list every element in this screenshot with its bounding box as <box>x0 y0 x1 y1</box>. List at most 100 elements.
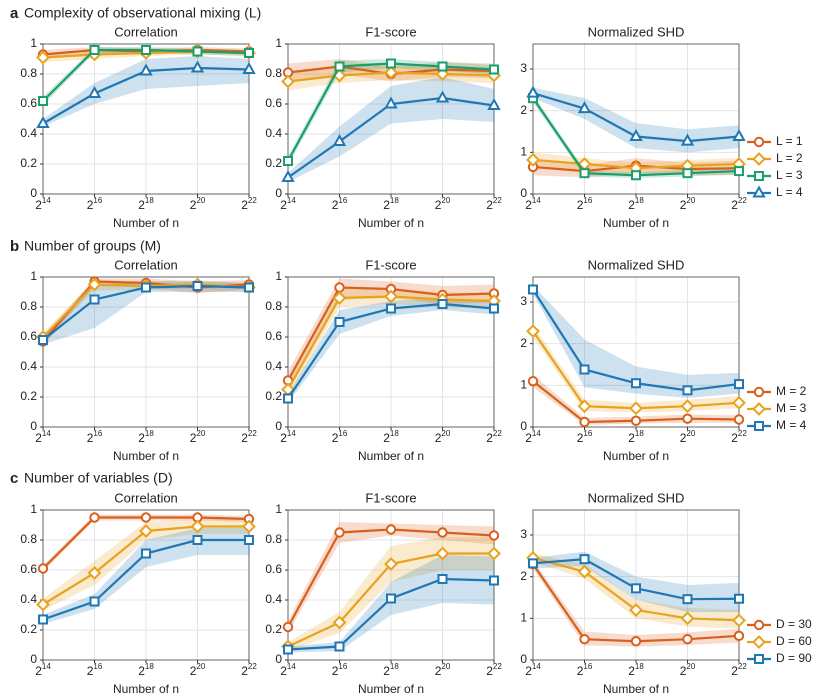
plot-frame <box>532 276 740 428</box>
legend-label: M = 3 <box>776 401 807 415</box>
x-axis-label: Number of n <box>358 682 424 696</box>
marker <box>192 281 203 291</box>
marker <box>384 557 398 571</box>
legend-label: D = 90 <box>776 651 812 665</box>
x-tick-label: 214 <box>525 662 541 678</box>
marker <box>682 413 693 424</box>
marker <box>437 574 448 584</box>
x-tick-label: 220 <box>680 662 696 678</box>
y-tick-label: 1 <box>520 378 527 392</box>
marker <box>89 294 100 305</box>
marker <box>281 169 295 182</box>
marker <box>733 630 745 642</box>
marker <box>437 527 448 538</box>
confidence-band <box>288 278 494 390</box>
x-axis-label: Number of n <box>603 682 669 696</box>
marker <box>332 291 347 305</box>
y-tick-label: 1 <box>30 36 37 50</box>
y-tick-label: 0.2 <box>20 156 37 170</box>
x-tick-label: 222 <box>486 662 502 678</box>
x-tick-label: 216 <box>332 196 348 212</box>
marker <box>283 393 293 404</box>
x-tick-label: 214 <box>525 429 541 445</box>
marker <box>577 564 592 579</box>
marker <box>752 402 766 416</box>
chart-title: F1-score <box>365 490 416 505</box>
x-tick-label: 218 <box>138 662 154 678</box>
chart-title: Normalized SHD <box>588 490 685 505</box>
section-title: Complexity of observational mixing (L) <box>24 5 261 21</box>
x-tick-label: 214 <box>280 429 296 445</box>
marker <box>139 524 153 538</box>
x-tick-label: 220 <box>190 196 206 212</box>
confidence-band <box>43 56 249 127</box>
x-tick-label: 220 <box>680 196 696 212</box>
legend-label: M = 4 <box>776 418 807 432</box>
x-tick-label: 218 <box>628 662 644 678</box>
x-tick-label: 222 <box>731 429 747 445</box>
marker <box>631 378 641 389</box>
x-tick-label: 222 <box>241 196 257 212</box>
y-tick-label: 0.8 <box>265 532 282 546</box>
x-tick-label: 216 <box>577 429 593 445</box>
marker <box>334 641 345 652</box>
marker <box>630 415 642 426</box>
section-title: Number of variables (D) <box>24 470 173 486</box>
chart-title: F1-score <box>365 257 416 272</box>
marker <box>489 575 499 586</box>
marker <box>332 615 347 630</box>
x-tick-label: 222 <box>731 196 747 212</box>
x-axis-label: Number of n <box>358 449 424 463</box>
marker <box>577 399 592 414</box>
y-tick-label: 0 <box>275 419 282 433</box>
x-tick-label: 216 <box>332 662 348 678</box>
marker <box>680 133 695 146</box>
plot-frame <box>287 276 495 428</box>
chart-title: Correlation <box>114 257 178 272</box>
y-tick-label: 0.2 <box>20 622 37 636</box>
marker <box>242 61 256 74</box>
marker <box>192 46 203 57</box>
chart-title: Normalized SHD <box>588 257 685 272</box>
marker <box>139 63 153 76</box>
x-tick-label: 218 <box>628 196 644 212</box>
section-letter: c <box>10 470 18 487</box>
legend-label: L = 4 <box>776 185 803 199</box>
plot-frame <box>42 509 250 661</box>
marker <box>89 512 100 523</box>
marker <box>579 168 590 179</box>
y-tick-label: 3 <box>520 61 527 75</box>
marker <box>384 289 398 304</box>
marker <box>437 299 448 309</box>
marker <box>732 395 746 410</box>
marker <box>87 566 102 580</box>
y-tick-label: 2 <box>520 103 527 117</box>
x-tick-label: 214 <box>525 196 541 212</box>
marker <box>242 519 256 534</box>
marker <box>141 45 151 55</box>
marker <box>528 284 538 295</box>
marker <box>334 61 345 72</box>
y-tick-label: 0 <box>275 186 282 200</box>
x-tick-label: 216 <box>87 196 103 212</box>
marker <box>732 128 746 141</box>
marker <box>734 593 744 604</box>
marker <box>630 636 642 647</box>
y-tick-label: 0 <box>30 419 37 433</box>
marker <box>753 136 765 148</box>
y-tick-label: 0.4 <box>265 592 282 606</box>
marker <box>435 90 450 103</box>
y-tick-label: 1 <box>275 36 282 50</box>
x-axis-label: Number of n <box>113 682 179 696</box>
y-tick-label: 0.2 <box>265 389 282 403</box>
marker <box>36 115 50 128</box>
confidence-band <box>533 94 739 179</box>
marker <box>386 303 396 314</box>
plot-frame <box>532 43 740 195</box>
x-tick-label: 216 <box>332 429 348 445</box>
x-tick-label: 218 <box>383 196 399 212</box>
marker <box>526 324 540 339</box>
y-tick-label: 0 <box>520 652 527 666</box>
y-tick-label: 0.4 <box>265 126 282 140</box>
